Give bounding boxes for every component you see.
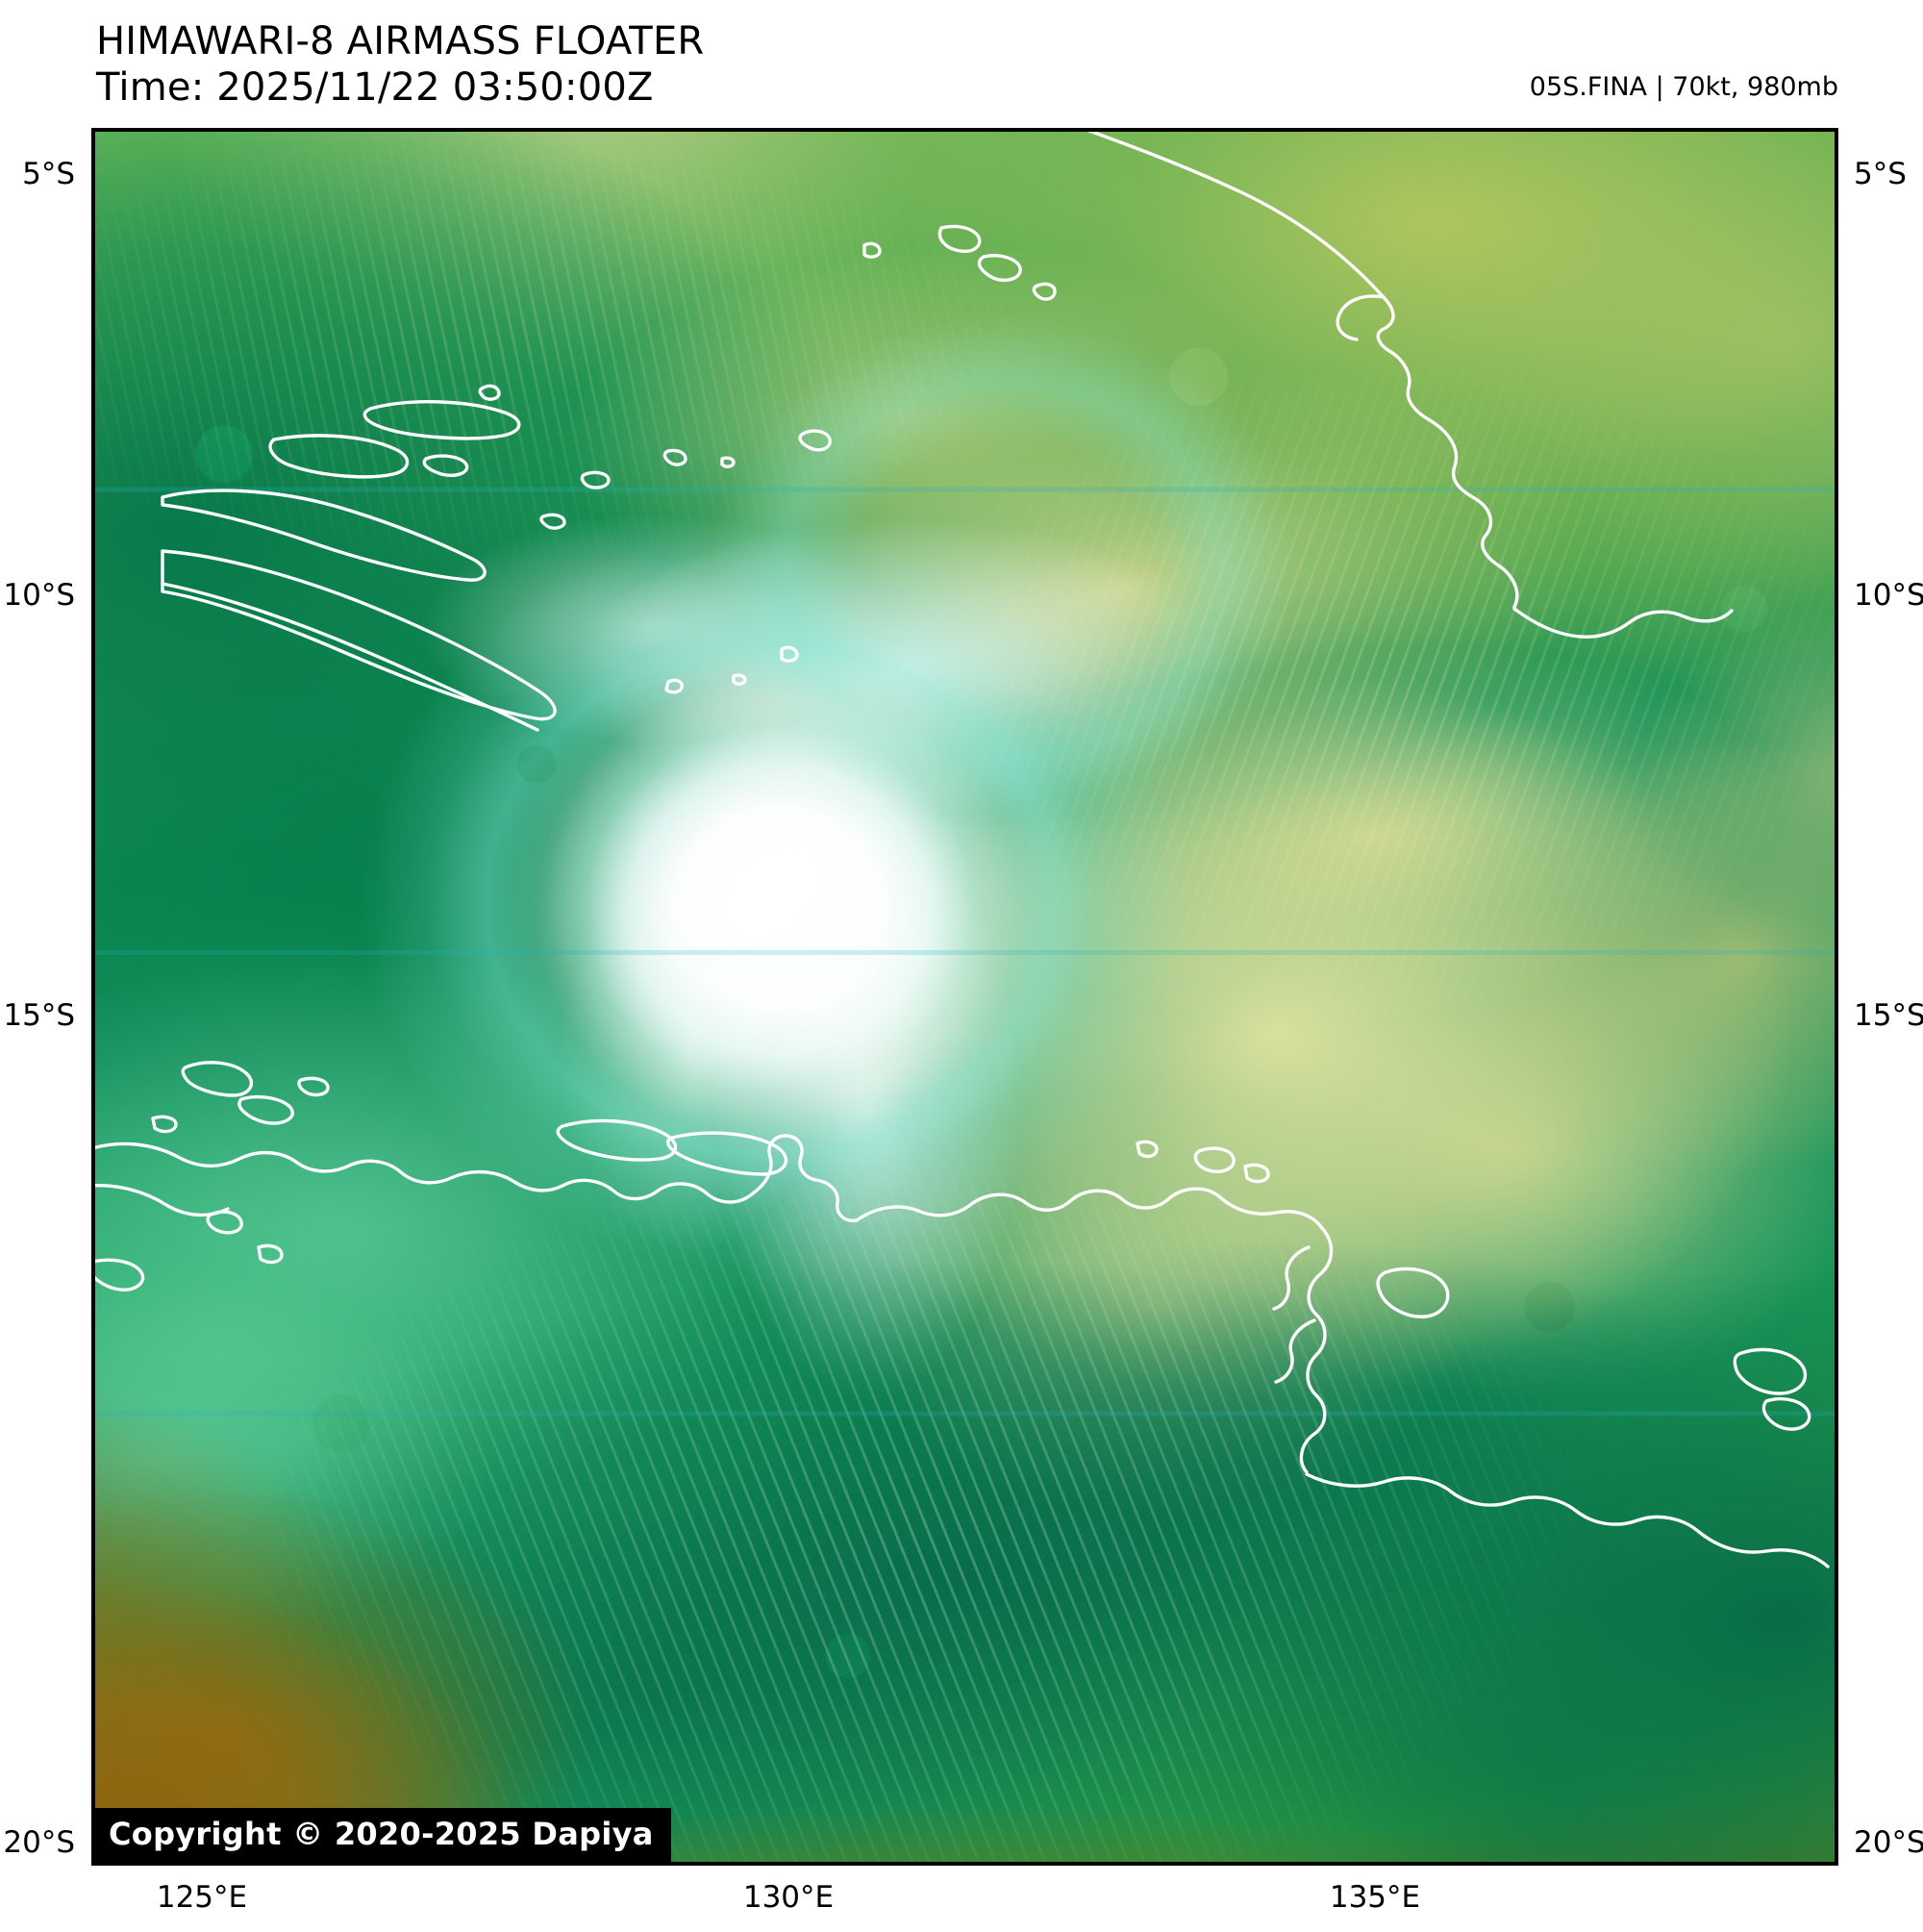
islet-g	[664, 678, 684, 694]
island-mornington	[1761, 1396, 1811, 1431]
coast-gulf-south	[1305, 1472, 1701, 1534]
coast-ng-inner	[1336, 294, 1386, 341]
storm-info-label: 05S.FINA | 70kt, 980mb	[1529, 72, 1838, 102]
lat-label-left-2: 15°S	[3, 998, 75, 1033]
lon-label-2: 135°E	[1329, 1880, 1421, 1915]
lat-label-left-0: 5°S	[22, 157, 75, 191]
coast-melville	[666, 1131, 787, 1176]
coast-carp-inner-2	[1274, 1318, 1316, 1384]
islet-f	[798, 429, 832, 452]
islet-n	[257, 1243, 284, 1265]
island-sumba	[268, 434, 410, 479]
coast-arnhem-north	[855, 1187, 1222, 1222]
coast-kimberley	[95, 1142, 453, 1185]
lat-label-right-0: 5°S	[1854, 157, 1907, 191]
islet-k	[1243, 1163, 1270, 1184]
lat-label-right-2: 15°S	[1854, 998, 1923, 1033]
islet-c	[662, 448, 687, 466]
lon-label-0: 125°E	[156, 1880, 248, 1915]
coast-arnhem-2	[1218, 1195, 1324, 1230]
island-groote	[1376, 1267, 1450, 1318]
satellite-image-frame[interactable]	[91, 128, 1838, 1866]
lat-label-left-3: 20°S	[3, 1825, 75, 1860]
island-wellesley	[1733, 1347, 1808, 1395]
islands-bonaparte-2	[237, 1094, 294, 1125]
island-tanimbar-b	[977, 254, 1022, 283]
coast-bathurst	[556, 1118, 677, 1162]
islet-e	[478, 384, 501, 401]
island-alor	[422, 454, 469, 477]
coast-darwin-peninsula	[751, 1134, 859, 1222]
coast-kimberley-2	[95, 1183, 230, 1217]
coast-carp-inner	[1272, 1245, 1311, 1311]
copyright-watermark: Copyright © 2020-2025 Dapiya	[91, 1808, 671, 1862]
coast-new-guinea	[1086, 132, 1519, 609]
lat-label-left-1: 10°S	[3, 578, 75, 613]
islet-b	[539, 513, 566, 530]
island-tanimbar-a	[937, 224, 982, 253]
mottle-texture	[95, 132, 1835, 1862]
scanline-artifacts	[95, 132, 1835, 1862]
islet-j	[1193, 1146, 1236, 1173]
lat-label-right-1: 10°S	[1854, 578, 1923, 613]
lon-label-1: 130°E	[742, 1880, 835, 1915]
islet-i	[151, 1115, 178, 1134]
island-small-1	[1032, 282, 1057, 301]
islet-m	[206, 1210, 243, 1235]
islet-q	[732, 673, 747, 686]
islet-d	[720, 456, 736, 468]
page-title: HIMAWARI-8 AIRMASS FLOATER	[96, 19, 705, 63]
islands-bonaparte	[181, 1061, 253, 1097]
coast-carpentaria-west	[1299, 1226, 1334, 1474]
islet-l	[1136, 1140, 1159, 1159]
coast-timor	[161, 549, 557, 721]
right-warm-blob	[95, 132, 1835, 1862]
island-flores	[362, 400, 521, 440]
islet-a	[580, 470, 611, 489]
island-timor-west	[161, 489, 487, 582]
islet-p	[780, 645, 799, 663]
coast-gulf-south-2	[1697, 1530, 1830, 1568]
timestamp-label: Time: 2025/11/22 03:50:00Z	[96, 65, 654, 110]
lat-label-right-3: 20°S	[1854, 1825, 1923, 1860]
coast-timor-edge	[161, 582, 539, 732]
islet-h	[297, 1076, 330, 1097]
coastline-overlay	[95, 132, 1830, 1568]
islet-o	[95, 1258, 145, 1292]
coast-top-end	[449, 1169, 755, 1204]
coast-ng-south	[1512, 607, 1734, 639]
airmass-rgb-imagery	[95, 132, 1835, 1862]
islet-r	[862, 241, 882, 259]
